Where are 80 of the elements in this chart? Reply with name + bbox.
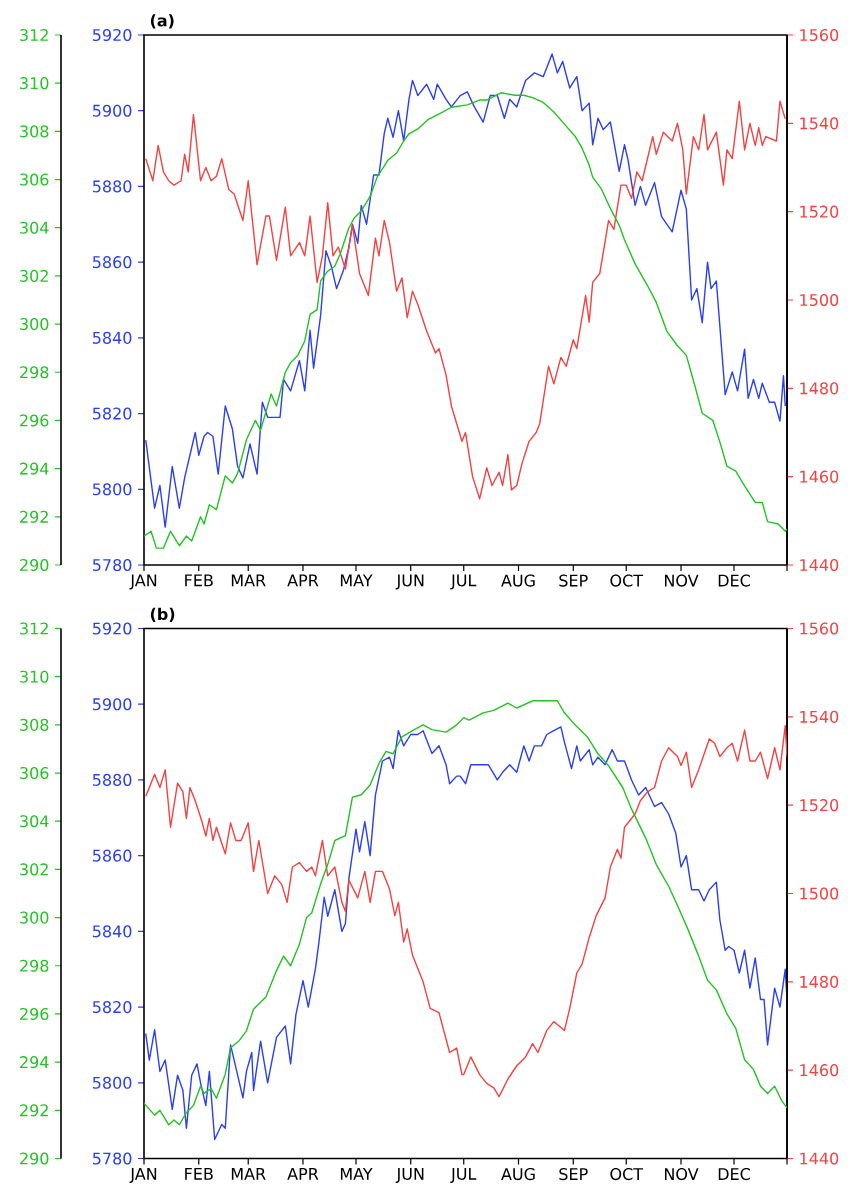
y3-tick-label: 294: [20, 1056, 49, 1069]
y-tick-label: 5900: [92, 698, 132, 711]
y-tick-label: 5840: [92, 331, 132, 344]
x-tick-label: APR: [287, 1168, 319, 1180]
y3-tick-label: 298: [20, 366, 49, 379]
y2-tick-label: 1440: [800, 1152, 839, 1165]
y2-tick-label: 1520: [800, 799, 839, 812]
y-tick-label: 5780: [92, 558, 132, 572]
y2-tick-label: 1460: [800, 470, 839, 483]
y3-tick-label: 304: [20, 221, 49, 234]
y-tick-label: 5820: [92, 407, 132, 420]
y3-tick-label: 310: [20, 77, 49, 90]
y-tick-label: 5800: [92, 483, 132, 496]
y3-tick-label: 306: [20, 766, 49, 780]
y-tick-label: 5880: [92, 180, 132, 193]
x-tick-label: NOV: [664, 1168, 699, 1181]
y3-tick-label: 304: [20, 815, 49, 828]
y-tick-label: 5820: [92, 1001, 132, 1014]
y2-tick-label: 1440: [800, 558, 839, 572]
x-tick-label: AUG: [501, 574, 535, 587]
x-tick-label: APR: [287, 574, 319, 587]
x-tick-label: SEP: [559, 574, 588, 587]
y-tick-label: 5920: [92, 28, 132, 42]
y2-tick-label: 1520: [800, 205, 839, 218]
y2-tick-label: 1500: [800, 887, 839, 900]
y3-tick-label: 300: [20, 318, 49, 331]
y2-tick-label: 1560: [800, 622, 839, 635]
x-tick-label: OCT: [610, 574, 644, 587]
x-tick-label: OCT: [610, 1168, 644, 1181]
y3-tick-label: 300: [20, 911, 49, 924]
y3-tick-label: 292: [20, 510, 48, 523]
y-tick-label: 5800: [92, 1076, 132, 1089]
y-tick-label: 5900: [92, 104, 132, 117]
y2-tick-label: 1540: [800, 710, 839, 723]
y3-tick-label: 310: [20, 670, 49, 683]
y3-tick-label: 290: [20, 558, 49, 572]
y-tick-label: 5880: [92, 773, 132, 786]
y2-tick-label: 1540: [800, 117, 839, 130]
y2-tick-label: 1480: [800, 382, 839, 395]
x-tick-label: AUG: [501, 1168, 535, 1181]
y3-tick-label: 298: [20, 959, 49, 972]
y3-tick-label: 306: [20, 173, 49, 186]
y2-tick-label: 1500: [800, 293, 839, 307]
y-tick-label: 5920: [92, 622, 132, 635]
y3-tick-label: 290: [20, 1152, 49, 1165]
x-tick-label: MAY: [340, 1168, 373, 1180]
x-tick-label: JUL: [450, 574, 477, 590]
y3-tick-label: 312: [20, 28, 48, 42]
y3-tick-label: 296: [20, 1007, 49, 1021]
y2-tick-label: 1460: [800, 1064, 839, 1077]
y-tick-label: 5840: [92, 925, 132, 938]
x-tick-label: MAR: [231, 574, 266, 587]
x-tick-label: JAN: [129, 574, 157, 590]
chart-title: (a): [150, 14, 174, 29]
y3-tick-label: 302: [20, 863, 48, 876]
y-tick-label: 5860: [92, 256, 132, 269]
y-tick-label: 5860: [92, 849, 132, 862]
x-tick-label: JUL: [450, 1168, 477, 1183]
x-tick-label: MAY: [340, 574, 373, 587]
y2-tick-label: 1480: [800, 975, 839, 988]
y3-tick-label: 302: [20, 269, 48, 282]
x-tick-label: NOV: [664, 574, 699, 587]
x-tick-label: JUN: [395, 574, 424, 590]
x-tick-label: JUN: [395, 1168, 424, 1183]
y3-tick-label: 296: [20, 414, 49, 427]
x-tick-label: JAN: [129, 1168, 157, 1183]
x-tick-label: DEC: [718, 1168, 750, 1181]
y3-tick-label: 292: [20, 1104, 48, 1117]
x-tick-label: DEC: [718, 574, 750, 587]
x-tick-label: FEB: [185, 1168, 213, 1180]
x-tick-label: FEB: [185, 574, 213, 587]
chart-title: (b): [150, 607, 175, 622]
y3-tick-label: 308: [20, 718, 49, 731]
x-tick-label: MAR: [231, 1168, 266, 1180]
y3-tick-label: 312: [20, 622, 48, 635]
x-tick-label: SEP: [559, 1168, 588, 1181]
y3-tick-label: 308: [20, 125, 49, 138]
y2-tick-label: 1560: [800, 28, 839, 42]
y3-tick-label: 294: [20, 462, 49, 475]
y-tick-label: 5780: [92, 1152, 132, 1165]
